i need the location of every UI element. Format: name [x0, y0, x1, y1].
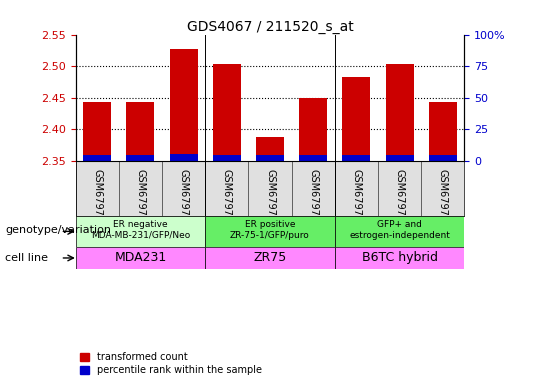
- Text: ER negative
MDA-MB-231/GFP/Neo: ER negative MDA-MB-231/GFP/Neo: [91, 220, 190, 240]
- Text: cell line: cell line: [5, 253, 49, 263]
- Text: GSM679726: GSM679726: [265, 169, 275, 228]
- Bar: [299, 156, 327, 161]
- Bar: [256, 156, 284, 161]
- Title: GDS4067 / 211520_s_at: GDS4067 / 211520_s_at: [187, 20, 353, 33]
- Bar: [386, 156, 414, 161]
- Bar: [126, 156, 154, 161]
- Bar: [342, 156, 370, 161]
- Text: GSM679719: GSM679719: [352, 169, 361, 228]
- Text: GSM679725: GSM679725: [222, 169, 232, 228]
- Text: GFP+ and
estrogen-independent: GFP+ and estrogen-independent: [349, 220, 450, 240]
- Bar: [429, 156, 457, 161]
- Bar: [256, 137, 284, 161]
- Bar: [83, 156, 111, 161]
- FancyBboxPatch shape: [76, 247, 205, 269]
- Text: ER positive
ZR-75-1/GFP/puro: ER positive ZR-75-1/GFP/puro: [230, 220, 310, 240]
- Bar: [213, 156, 241, 161]
- Bar: [213, 64, 241, 161]
- FancyBboxPatch shape: [76, 216, 205, 247]
- FancyBboxPatch shape: [205, 216, 335, 247]
- Text: GSM679727: GSM679727: [308, 169, 318, 228]
- Bar: [170, 49, 198, 161]
- FancyBboxPatch shape: [335, 216, 464, 247]
- Text: GSM679722: GSM679722: [92, 169, 102, 228]
- Text: ZR75: ZR75: [253, 252, 287, 265]
- Bar: [386, 64, 414, 161]
- Text: GSM679723: GSM679723: [136, 169, 145, 228]
- Text: B6TC hybrid: B6TC hybrid: [362, 252, 437, 265]
- Bar: [83, 102, 111, 161]
- Text: genotype/variation: genotype/variation: [5, 225, 111, 235]
- Bar: [170, 154, 198, 161]
- Legend: transformed count, percentile rank within the sample: transformed count, percentile rank withi…: [80, 353, 262, 375]
- Text: GSM679721: GSM679721: [438, 169, 448, 228]
- Bar: [342, 78, 370, 161]
- FancyBboxPatch shape: [335, 247, 464, 269]
- Text: MDA231: MDA231: [114, 252, 166, 265]
- Text: GSM679724: GSM679724: [179, 169, 188, 228]
- Bar: [429, 102, 457, 161]
- Text: GSM679720: GSM679720: [395, 169, 404, 228]
- Bar: [299, 98, 327, 161]
- Bar: [126, 102, 154, 161]
- FancyBboxPatch shape: [205, 247, 335, 269]
